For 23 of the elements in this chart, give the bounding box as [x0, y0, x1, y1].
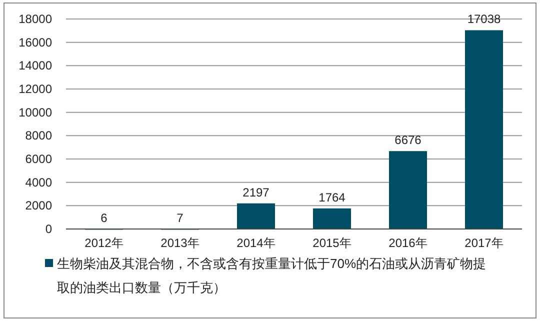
data-label: 1764	[318, 190, 346, 204]
x-tick-label: 2012年	[84, 236, 124, 250]
data-label: 17038	[467, 12, 502, 26]
x-tick-label: 2014年	[236, 236, 276, 250]
x-tick-label: 2015年	[312, 236, 352, 250]
y-tick-label: 6000	[25, 152, 52, 166]
data-label: 6	[100, 210, 108, 225]
y-tick-label: 10000	[18, 105, 52, 120]
y-tick-label: 4000	[25, 175, 52, 190]
y-tick-label: 14000	[18, 58, 52, 73]
x-tick-label: 2013年	[160, 236, 200, 250]
data-label: 2197	[242, 185, 270, 200]
legend-label: 生物柴油及其混合物，不含或含有按重量计低于70%的石油或从沥青矿物提取的油类出口数量（万千克）	[57, 256, 486, 295]
x-tick-label: 2016年	[388, 236, 428, 250]
y-tick-label: 8000	[25, 128, 52, 143]
y-tick-label: 18000	[18, 12, 52, 26]
y-tick-label: 0	[45, 222, 52, 236]
y-tick-label: 12000	[18, 82, 52, 96]
y-tick-label: 2000	[25, 198, 52, 213]
x-tick-label: 2017年	[464, 236, 504, 250]
data-label: 6676	[394, 133, 422, 148]
y-tick-label: 16000	[18, 35, 52, 50]
data-label: 7	[176, 210, 184, 225]
